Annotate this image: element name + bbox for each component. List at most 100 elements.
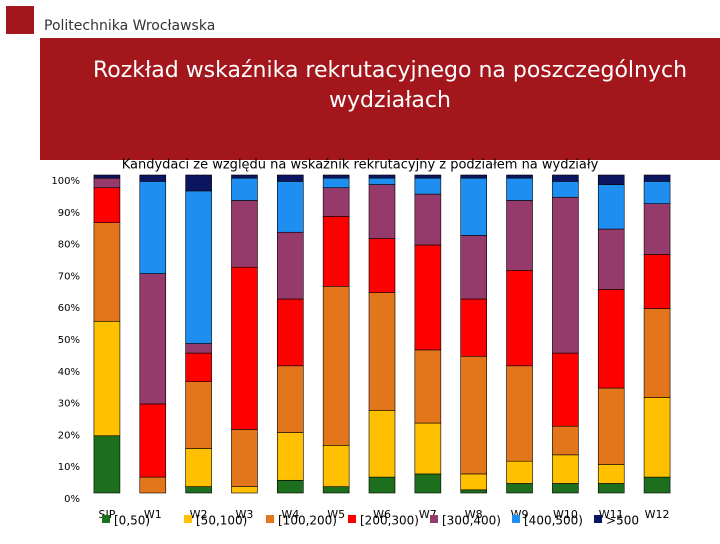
legend-swatch xyxy=(102,515,110,523)
y-tick-label: 0% xyxy=(64,494,80,505)
bar-segment xyxy=(185,174,212,192)
bar-segment xyxy=(506,460,533,484)
bar-segment xyxy=(93,174,121,179)
legend-label: [0,50) xyxy=(114,514,150,528)
bar-segment xyxy=(277,181,304,233)
x-tick-label: W10 xyxy=(553,508,578,521)
bar-segment xyxy=(185,352,212,382)
bar-segment xyxy=(139,174,167,182)
bar-segment xyxy=(460,235,487,300)
legend-swatch xyxy=(430,515,438,523)
y-tick-label: 80% xyxy=(58,240,80,251)
legend-swatch xyxy=(594,515,602,523)
bar-segment xyxy=(322,187,350,217)
title-band xyxy=(40,38,720,160)
y-tick-label: 20% xyxy=(58,430,80,441)
bar-segment xyxy=(597,483,625,494)
bar-segment xyxy=(185,343,212,354)
bar-segment xyxy=(139,273,167,405)
bar-segment xyxy=(368,476,396,494)
bar-segment xyxy=(277,479,304,494)
legend-swatch xyxy=(184,515,192,523)
bar-segment xyxy=(93,320,121,437)
x-tick-label: W8 xyxy=(465,508,483,521)
bar-segment xyxy=(322,174,350,179)
bar-segment xyxy=(231,174,258,179)
legend-label: >500 xyxy=(606,514,639,528)
y-tick-label: 50% xyxy=(58,335,80,346)
bar-segment xyxy=(368,174,396,179)
bar-segment xyxy=(460,489,487,494)
bar-segment xyxy=(231,266,258,430)
bar-segment xyxy=(552,174,579,182)
y-tick-label: 60% xyxy=(58,303,80,314)
bar-segment xyxy=(277,365,304,433)
org-name: Politechnika Wrocławska xyxy=(44,18,215,34)
x-tick-label: W1 xyxy=(144,508,162,521)
bar-segment xyxy=(414,193,442,246)
bar-segment xyxy=(322,216,350,287)
bar-segment xyxy=(322,444,350,487)
bar-segment xyxy=(368,177,396,185)
bar-segment xyxy=(185,381,212,449)
bar-segment xyxy=(506,270,533,367)
y-tick-label: 100% xyxy=(51,176,80,187)
x-tick-label: W4 xyxy=(281,508,299,521)
bar-segment xyxy=(185,486,212,494)
bar-segment xyxy=(597,289,625,389)
bar-segment xyxy=(460,355,487,475)
bar-segment xyxy=(643,476,671,494)
bar-segment xyxy=(460,473,487,491)
y-tick-label: 90% xyxy=(58,208,80,219)
bar-segment xyxy=(414,349,442,424)
bar-segment xyxy=(643,254,671,309)
bar-segment xyxy=(643,203,671,255)
x-tick-label: W11 xyxy=(599,508,624,521)
bar-segment xyxy=(93,187,121,224)
bar-segment xyxy=(277,432,304,481)
bar-segment xyxy=(139,403,167,478)
chart-title: Rozkład wskaźnika rekrutacyjnego na posz… xyxy=(92,58,688,113)
bar-segment xyxy=(460,177,487,236)
bar-segment xyxy=(93,222,121,322)
bar-segment xyxy=(506,200,533,271)
bar-segment xyxy=(322,285,350,446)
bar-segment xyxy=(643,174,671,182)
bar-segment xyxy=(139,181,167,274)
legend-label: [50,100) xyxy=(196,514,247,528)
bar-segment xyxy=(185,190,212,344)
bar-segment xyxy=(552,181,579,198)
y-tick-label: 10% xyxy=(58,462,80,473)
bar-segment xyxy=(414,177,442,195)
bar-segment xyxy=(414,244,442,351)
legend-label: [300,400) xyxy=(442,514,501,528)
legend-label: [400,500) xyxy=(524,514,583,528)
logo xyxy=(6,6,34,34)
legend-label: [100,200) xyxy=(278,514,337,528)
bar-segment xyxy=(231,177,258,201)
legend-swatch xyxy=(348,515,356,523)
x-tick-label: W3 xyxy=(236,508,254,521)
bar-segment xyxy=(597,174,625,185)
bar-segment xyxy=(506,483,533,494)
bar-segment xyxy=(643,181,671,204)
bar-segment xyxy=(597,184,625,230)
bar-segment xyxy=(93,177,121,189)
y-tick-label: 70% xyxy=(58,271,80,282)
bar-segment xyxy=(277,231,304,300)
bar-segment xyxy=(552,454,579,484)
bar-segment xyxy=(552,352,579,427)
bar-segment xyxy=(414,422,442,475)
title-box: Rozkład wskaźnika rekrutacyjnego na posz… xyxy=(92,58,688,113)
bar-segment xyxy=(368,184,396,239)
bar-segment xyxy=(552,196,579,354)
bar-segment xyxy=(414,473,442,494)
bar-segment xyxy=(277,174,304,182)
bar-segment xyxy=(597,387,625,465)
bar-segment xyxy=(460,298,487,357)
bar-segment xyxy=(231,429,258,487)
bar-segment xyxy=(552,425,579,456)
bar-segment xyxy=(322,177,350,189)
